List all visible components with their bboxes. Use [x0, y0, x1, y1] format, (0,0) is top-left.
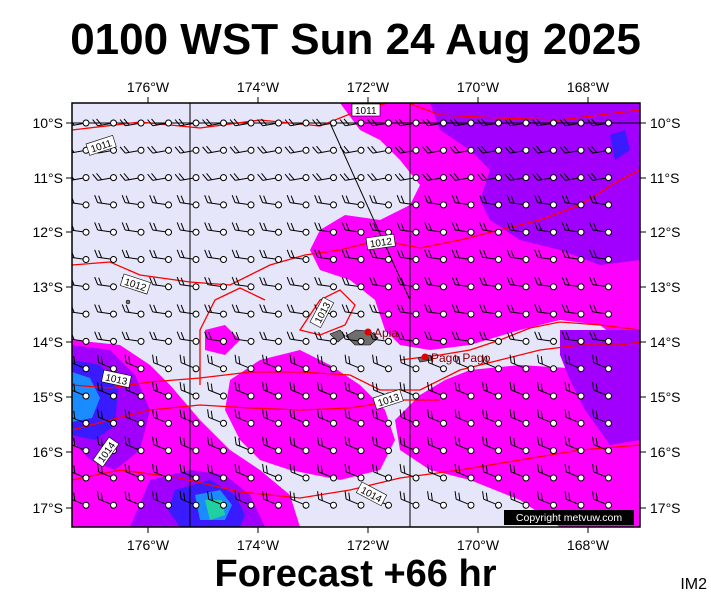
islet — [125, 299, 131, 305]
lon-label: 168°W — [567, 537, 610, 553]
map-frame — [71, 102, 641, 528]
plot-area — [72, 103, 640, 527]
lat-label: 10°S — [650, 115, 681, 131]
lon-label: 168°W — [567, 79, 610, 95]
lat-label: 12°S — [32, 224, 63, 240]
lat-label: 17°S — [650, 500, 681, 516]
pago-pago-marker — [421, 353, 429, 361]
page-title: 0100 WST Sun 24 Aug 2025 — [70, 15, 641, 64]
isobar-label: 1012 — [369, 236, 393, 250]
lat-label: 16°S — [32, 444, 63, 460]
lon-label: 170°W — [457, 79, 500, 95]
pago-pago-label: Pago Pago — [431, 351, 491, 365]
tick-marks — [66, 97, 646, 533]
lat-label: 15°S — [32, 389, 63, 405]
lon-label: 176°W — [127, 537, 170, 553]
lat-label: 12°S — [650, 224, 681, 240]
longitude-labels-top: 176°W 174°W 172°W 170°W 168°W — [127, 79, 610, 95]
apia-label: Apia — [374, 326, 398, 340]
isobar-label: 1013 — [104, 373, 128, 388]
lat-label: 13°S — [650, 279, 681, 295]
lon-label: 172°W — [347, 79, 390, 95]
copyright-box — [504, 510, 634, 525]
lat-label: 16°S — [650, 444, 681, 460]
copyright-text: Copyright metvuw.com — [516, 512, 622, 524]
lat-label: 11°S — [650, 170, 679, 186]
lat-label: 10°S — [32, 115, 63, 131]
lon-label: 172°W — [347, 537, 390, 553]
latitude-labels-right: 10°S 11°S 12°S 13°S 14°S 15°S 16°S 17°S — [650, 115, 681, 516]
lon-label: 176°W — [127, 79, 170, 95]
lon-label: 170°W — [457, 537, 500, 553]
lat-label: 11°S — [34, 170, 63, 186]
lat-label: 14°S — [650, 334, 681, 350]
isobar-labels: 1011 1011 1012 1012 1013 1013 1013 1014 — [85, 103, 404, 507]
isobar-label: 1011 — [355, 106, 377, 117]
image-code: IM2 — [680, 576, 707, 593]
lat-label: 17°S — [32, 500, 63, 516]
apia-marker — [364, 328, 372, 336]
lat-label: 14°S — [32, 334, 63, 350]
longitude-labels-bottom: 176°W 174°W 172°W 170°W 168°W — [127, 537, 610, 553]
lat-label: 13°S — [32, 279, 63, 295]
latitude-labels-left: 10°S 11°S 12°S 13°S 14°S 15°S 16°S 17°S — [32, 115, 63, 516]
lat-label: 15°S — [650, 389, 681, 405]
lon-label: 174°W — [237, 537, 280, 553]
forecast-label: Forecast +66 hr — [214, 553, 497, 595]
lon-label: 174°W — [237, 79, 280, 95]
rain-shading — [72, 103, 640, 527]
